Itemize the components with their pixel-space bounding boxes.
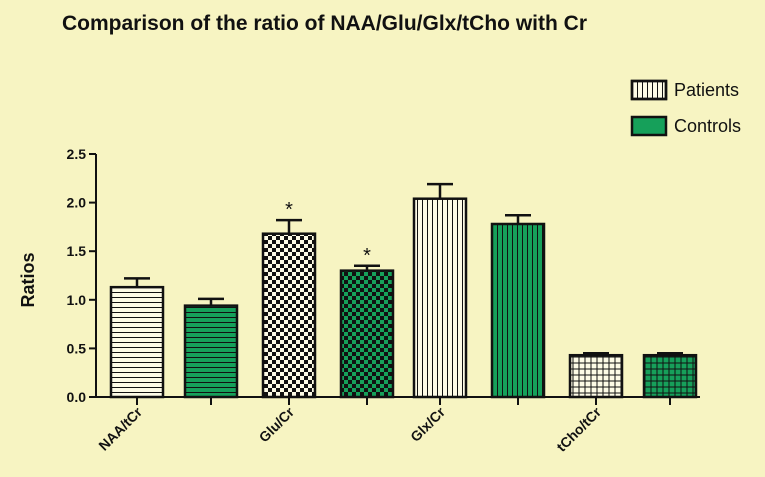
y-tick-label: 2.5 — [67, 146, 87, 162]
category-label: Glx/Cr — [407, 403, 448, 444]
legend-label: Controls — [674, 116, 741, 136]
bar-pattern — [642, 353, 698, 399]
y-tick-label: 0.5 — [67, 340, 87, 356]
category-label: tCho/tCr — [553, 403, 604, 454]
legend-item: Controls — [630, 115, 741, 137]
y-tick-label: 0.0 — [67, 389, 87, 405]
bar-pattern — [490, 222, 546, 399]
legend-swatch — [630, 115, 668, 137]
y-tick-label: 1.0 — [67, 292, 87, 308]
bar-pattern — [183, 304, 239, 399]
legend-item: Patients — [630, 79, 739, 101]
y-tick-label: 2.0 — [67, 195, 87, 211]
bar — [183, 297, 239, 399]
bar — [490, 213, 546, 399]
legend-label: Patients — [674, 80, 739, 100]
bar — [109, 277, 165, 399]
significance-marker: * — [285, 199, 293, 221]
bars-group: ** — [109, 182, 698, 399]
bar-pattern — [412, 197, 468, 399]
category-label: Glu/Cr — [256, 403, 298, 445]
legend: Patients Controls — [630, 79, 741, 137]
legend-swatch-pattern — [630, 79, 668, 101]
significance-marker: * — [363, 245, 371, 267]
bar — [642, 352, 698, 399]
y-axis-label: Ratios — [18, 252, 38, 307]
bar-pattern — [109, 285, 165, 399]
category-label: NAA/tCr — [95, 403, 145, 453]
bar: * — [339, 245, 395, 399]
bar-pattern — [261, 232, 317, 399]
bar-pattern — [339, 269, 395, 399]
y-tick-label: 1.5 — [67, 243, 87, 259]
bar-pattern — [568, 353, 624, 399]
bar: * — [261, 199, 317, 399]
chart-title: Comparison of the ratio of NAA/Glu/Glx/t… — [62, 12, 587, 35]
bar — [568, 352, 624, 399]
bar — [412, 182, 468, 399]
